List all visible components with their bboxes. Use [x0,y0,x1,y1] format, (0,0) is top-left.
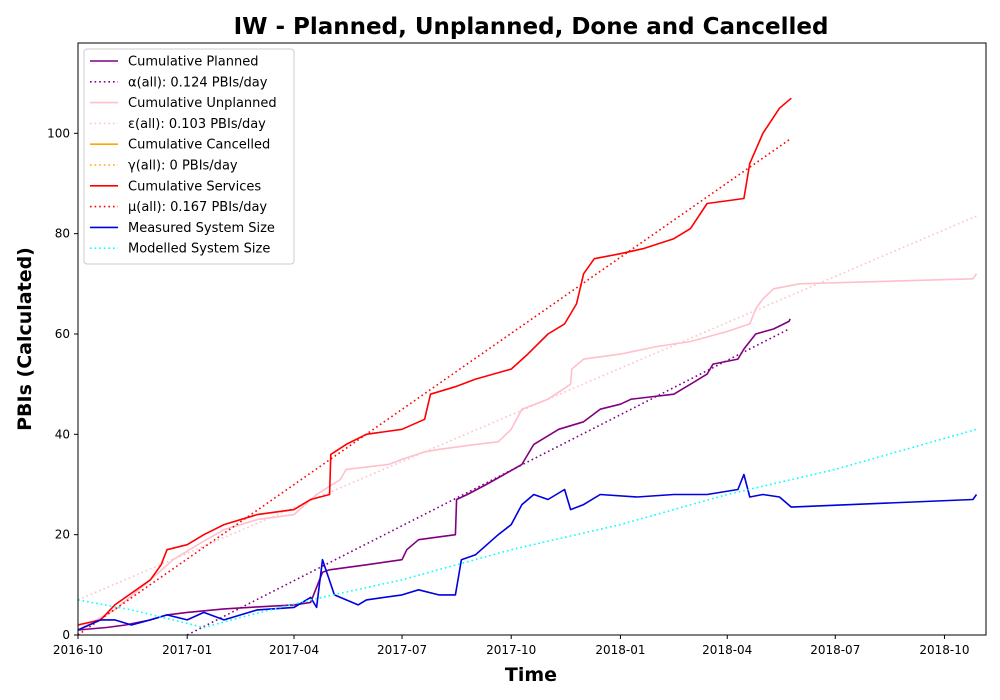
legend-label: Cumulative Planned [128,55,258,70]
legend-box [83,48,295,265]
series-line-cumulative-unplanned [78,273,978,631]
series-line-cumulative-planned [78,318,791,631]
series-line-cumulative-services [78,97,792,626]
x-tick-label: 2017-10 [486,643,536,657]
x-tick-label: 2017-01 [162,643,212,657]
x-tick-label: 2017-04 [269,643,319,657]
series-line-measured-system-size [78,473,978,631]
x-axis: 2016-10 2017-01 2017-04 2017-07 2017-10 2018-… [53,635,970,657]
x-tick-label: 2018-10 [919,643,969,657]
x-axis-label: Time [505,664,557,686]
legend-label: α(all): 0.124 PBIs/day [128,75,268,90]
y-tick-label: 60 [55,327,70,341]
y-axis-label: PBIs (Calculated) [14,247,36,431]
legend-label: μ(all): 0.167 PBIs/day [128,200,267,215]
legend-label: γ(all): 0 PBIs/day [128,159,238,174]
plot-frame [77,42,987,636]
y-tick-label: 40 [55,427,70,441]
y-tick-label: 100 [47,126,70,140]
series-layer [78,97,978,635]
y-tick-label: 80 [55,227,70,241]
x-tick-label: 2018-01 [595,643,645,657]
legend-label: Modelled System Size [128,242,270,257]
series-line-all-0-103-pbis-day [78,215,977,601]
x-tick-label: 2018-07 [810,643,860,657]
x-tick-label: 2016-10 [53,643,103,657]
y-tick-label: 0 [62,628,70,642]
legend-label: Cumulative Services [128,179,261,194]
y-axis: 0 20 40 60 80 100 [47,126,78,642]
legend-label: Cumulative Unplanned [128,96,277,111]
legend-label: Cumulative Cancelled [128,138,270,153]
x-tick-label: 2018-04 [702,643,752,657]
x-tick-label: 2017-07 [377,643,427,657]
series-line-modelled-system-size [78,428,977,629]
series-line-all-0-124-pbis-day [186,328,790,635]
legend-label: Measured System Size [128,221,275,236]
y-tick-label: 20 [55,528,70,542]
legend: Cumulative Planned α(all): 0.124 PBIs/day… [83,48,295,265]
chart-title: IW - Planned, Unplanned, Done and Cancel… [234,14,829,40]
legend-label: ε(all): 0.103 PBIs/day [128,117,266,132]
